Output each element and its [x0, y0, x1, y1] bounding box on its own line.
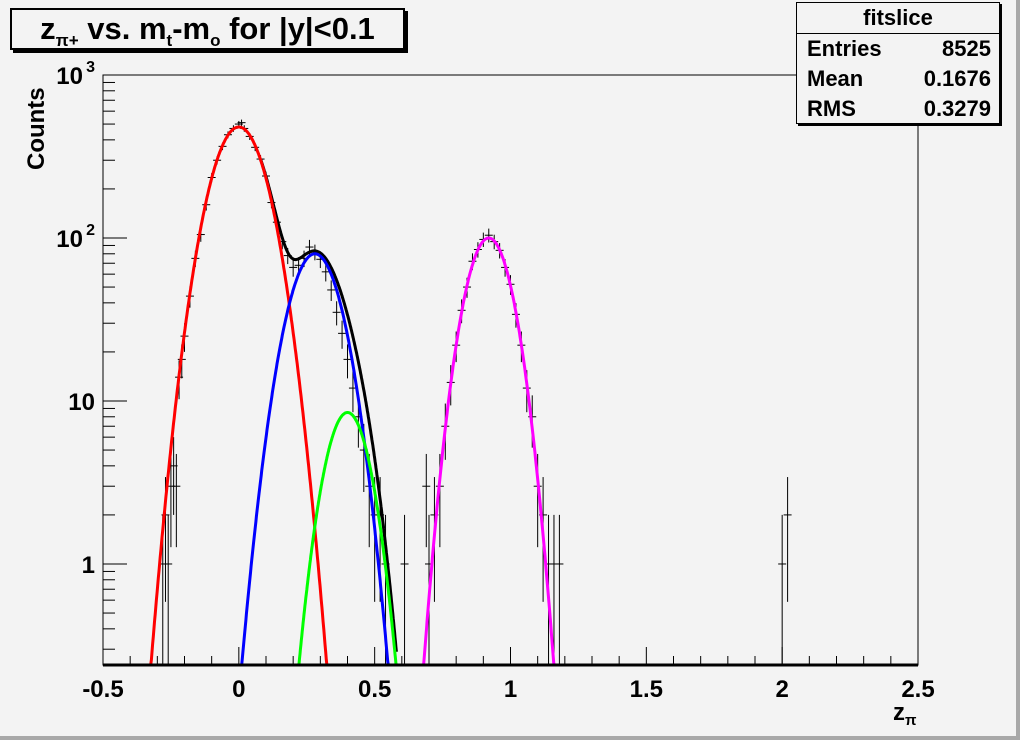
data-point [343, 344, 352, 379]
data-point [484, 228, 493, 243]
plot-frame [102, 74, 919, 666]
y-tick-label: 1 [82, 552, 95, 579]
y-axis-label: Counts [23, 87, 50, 170]
total-fit-curve [259, 158, 398, 652]
data-point [289, 259, 298, 277]
y-tick-label: 10 [56, 63, 83, 90]
data-point [400, 514, 409, 665]
stats-box: fitslice Entries 8525 Mean 0.1676 RMS 0.327… [796, 2, 1000, 124]
plot-title: zπ+ vs. mt-mo for |y|<0.1 [10, 8, 405, 50]
fit-curve-blue [225, 252, 402, 667]
data-point [164, 514, 173, 665]
x-tick-label: 1 [504, 676, 517, 703]
stats-row-entries: Entries 8525 [807, 36, 991, 61]
y-tick-exponent: 3 [86, 59, 95, 76]
stats-name: fitslice [797, 3, 999, 34]
x-tick-label: 0 [232, 676, 245, 703]
data-point [555, 514, 564, 665]
fit-curve-red [143, 125, 334, 667]
x-axis-label: zπ [893, 699, 917, 729]
pad-border-right [1016, 0, 1020, 740]
data-point [338, 320, 347, 349]
stats-row-mean: Mean 0.1676 [807, 66, 991, 91]
data-point [321, 263, 330, 282]
fit-curve-magenta [401, 236, 579, 667]
stats-row-rms: RMS 0.3279 [807, 96, 991, 121]
x-tick-label: 1.5 [630, 676, 663, 703]
x-tick-label: 2.5 [901, 676, 934, 703]
y-tick-label: 10 [56, 226, 83, 253]
pad-border-bottom [0, 736, 1020, 740]
x-tick-label: 2 [775, 676, 788, 703]
data-point [422, 453, 431, 548]
data-point [237, 119, 246, 126]
data-point [778, 514, 787, 665]
data-point [172, 453, 181, 548]
x-tick-label: 0.5 [358, 676, 391, 703]
data-point [327, 280, 336, 301]
x-tick-label: -0.5 [82, 676, 123, 703]
data-point [783, 477, 792, 602]
y-tick-label: 10 [68, 389, 95, 416]
y-tick-exponent: 2 [86, 222, 95, 239]
data-point [332, 301, 341, 326]
